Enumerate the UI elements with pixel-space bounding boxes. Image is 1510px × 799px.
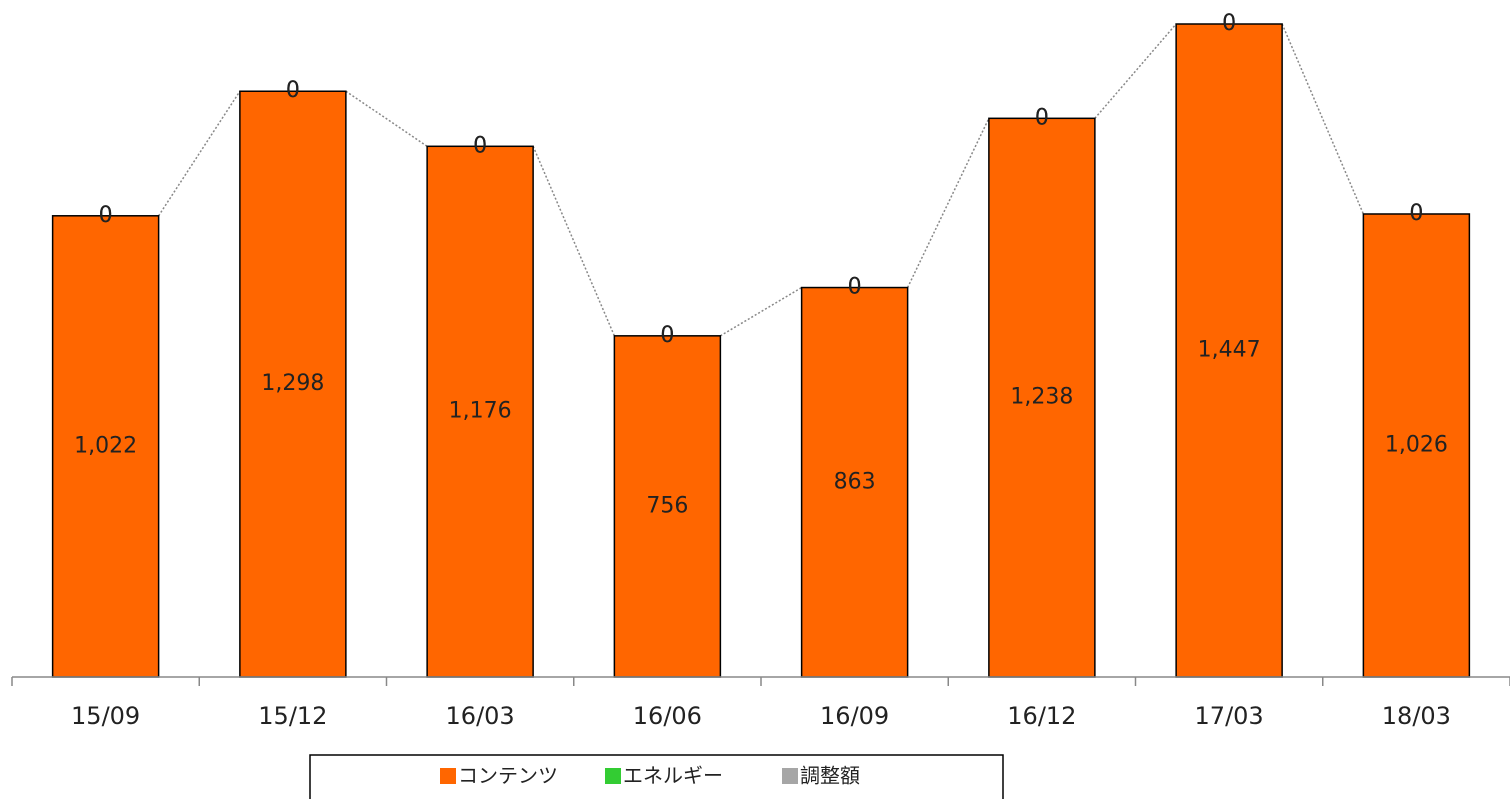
x-tick-label: 18/03 xyxy=(1382,702,1451,730)
value-label: 1,176 xyxy=(449,399,512,424)
connector xyxy=(1094,23,1177,119)
value-label: 0 xyxy=(660,323,674,348)
value-label: 1,447 xyxy=(1198,338,1261,363)
legend-label: コンテンツ xyxy=(458,764,558,788)
value-label: 0 xyxy=(473,133,487,158)
value-label: 863 xyxy=(834,469,876,494)
bar xyxy=(1175,23,1283,678)
value-label: 1,238 xyxy=(1010,385,1073,410)
x-tick-label: 16/12 xyxy=(1007,702,1076,730)
x-tick-label: 15/12 xyxy=(258,702,327,730)
value-label: 0 xyxy=(286,78,300,103)
legend-label: エネルギー xyxy=(623,764,723,788)
value-label: 0 xyxy=(1222,11,1236,36)
value-label: 0 xyxy=(99,203,113,228)
bar xyxy=(800,286,909,678)
x-tick-label: 16/06 xyxy=(633,702,702,730)
value-label: 0 xyxy=(1409,201,1423,226)
value-label: 0 xyxy=(1035,105,1049,130)
x-tick-label: 16/03 xyxy=(446,702,515,730)
x-tick-label: 15/09 xyxy=(71,702,140,730)
connector xyxy=(157,90,241,217)
value-label: 756 xyxy=(646,493,688,518)
bar xyxy=(988,117,1096,678)
connector xyxy=(1281,23,1365,215)
value-label: 0 xyxy=(660,323,674,348)
value-label: 0 xyxy=(473,133,487,158)
bar xyxy=(426,145,534,678)
bar xyxy=(1362,213,1471,678)
legend-label: 調整額 xyxy=(800,764,860,788)
legend-swatch xyxy=(782,768,798,784)
value-label: 0 xyxy=(1409,201,1423,226)
legend-box xyxy=(309,754,1004,799)
connector xyxy=(532,146,616,337)
value-label: 1,026 xyxy=(1385,432,1448,457)
value-label: 0 xyxy=(1035,105,1049,130)
value-label: 0 xyxy=(286,78,300,103)
value-label: 0 xyxy=(848,275,862,300)
x-tick-label: 17/03 xyxy=(1195,702,1264,730)
legend-swatch xyxy=(605,768,621,784)
value-label: 0 xyxy=(99,203,113,228)
connector xyxy=(345,90,428,147)
value-label: 0 xyxy=(1222,11,1236,36)
value-label: 0 xyxy=(848,275,862,300)
x-tick-label: 16/09 xyxy=(820,702,889,730)
value-label: 1,022 xyxy=(74,433,137,458)
connector xyxy=(719,286,803,337)
value-label: 1,298 xyxy=(261,371,324,396)
connector xyxy=(906,117,990,288)
legend-swatch xyxy=(440,768,456,784)
bar xyxy=(613,335,722,678)
